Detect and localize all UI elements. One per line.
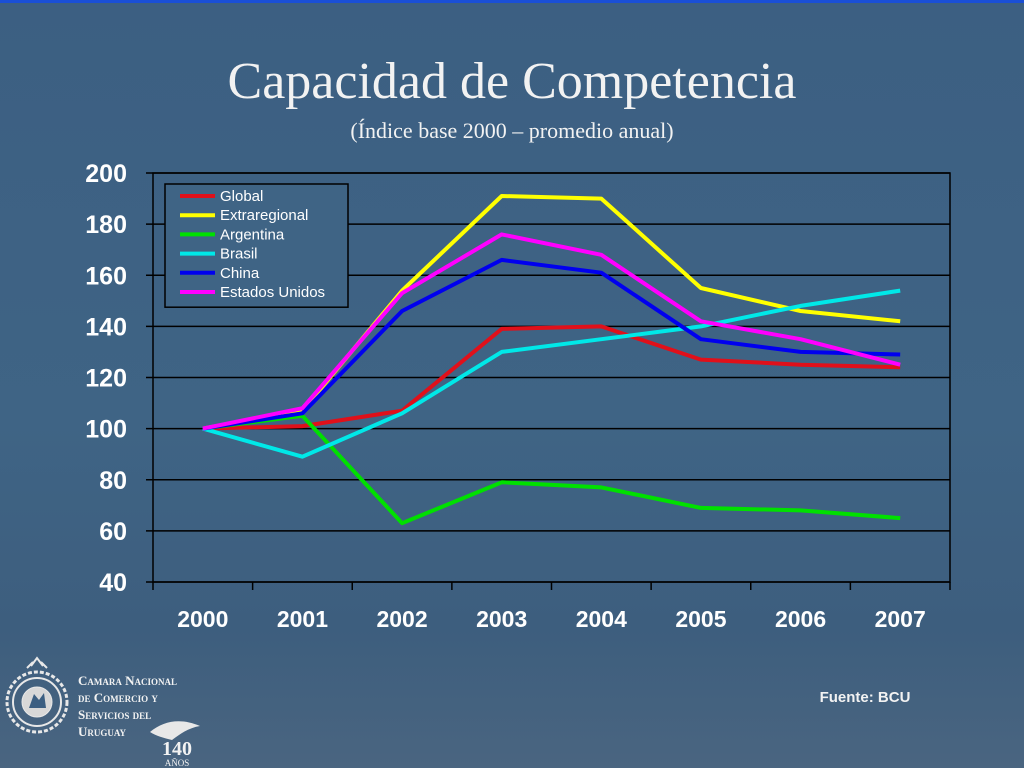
x-tick-label: 2005: [675, 606, 726, 632]
series-line-estados-unidos: [202, 232, 901, 431]
chamber-seal-logo: [5, 656, 200, 740]
top-accent-line: [0, 0, 1024, 3]
organization-name-line: de Comercio y: [78, 690, 158, 705]
x-tick-label: 2000: [177, 606, 228, 632]
series-line-china: [202, 257, 901, 431]
organization-name-line: Uruguay: [78, 724, 127, 739]
x-axis: 2000 2001 2002 2003 2004 2005 2006 2007: [152, 582, 951, 632]
slide-subtitle: (Índice base 2000 – promedio anual): [350, 118, 674, 143]
series-line-global: [202, 324, 901, 431]
legend-label: Estados Unidos: [220, 284, 325, 301]
anniversary-label: AÑOS: [164, 758, 190, 768]
series-line-brasil: [202, 288, 901, 459]
y-tick-label: 40: [99, 569, 127, 597]
seal-icon: [5, 656, 69, 734]
y-tick-label: 140: [85, 313, 127, 341]
y-tick-label: 100: [85, 416, 127, 444]
x-tick-label: 2004: [576, 606, 627, 632]
x-tick-label: 2003: [476, 606, 527, 632]
y-tick-label: 80: [99, 467, 127, 495]
legend-box: [164, 183, 349, 308]
legend-label: China: [220, 265, 260, 282]
organization-name-line: Servicios del: [78, 707, 152, 722]
legend-label: Brasil: [220, 246, 258, 263]
x-tick-label: 2006: [775, 606, 826, 632]
y-tick-label: 200: [85, 160, 127, 188]
x-tick-label: 2002: [376, 606, 427, 632]
x-tick-label: 2007: [875, 606, 926, 632]
series-line-argentina: [202, 413, 901, 526]
x-tick-label: 2001: [277, 606, 328, 632]
organization-name-line: Camara Nacional: [78, 673, 178, 688]
series-lines: [202, 194, 901, 526]
anniversary-number: 140: [162, 738, 192, 760]
y-axis: 40 60 80 100 120 140 160 180 200: [85, 160, 153, 597]
legend: Global Extraregional Argentina Brasil China E…: [164, 183, 349, 308]
organization-name: Camara Nacional de Comercio y Servicios …: [78, 672, 218, 740]
y-tick-label: 120: [85, 365, 127, 393]
slide-title: Capacidad de Competencia: [227, 53, 797, 110]
legend-label: Global: [220, 188, 263, 205]
data-source: Fuente: BCU: [819, 689, 911, 706]
y-tick-label: 160: [85, 262, 127, 290]
y-tick-label: 180: [85, 211, 127, 239]
legend-label: Extraregional: [220, 207, 308, 224]
bird-icon: [150, 721, 200, 740]
legend-label: Argentina: [220, 226, 285, 243]
y-tick-label: 60: [99, 518, 127, 546]
